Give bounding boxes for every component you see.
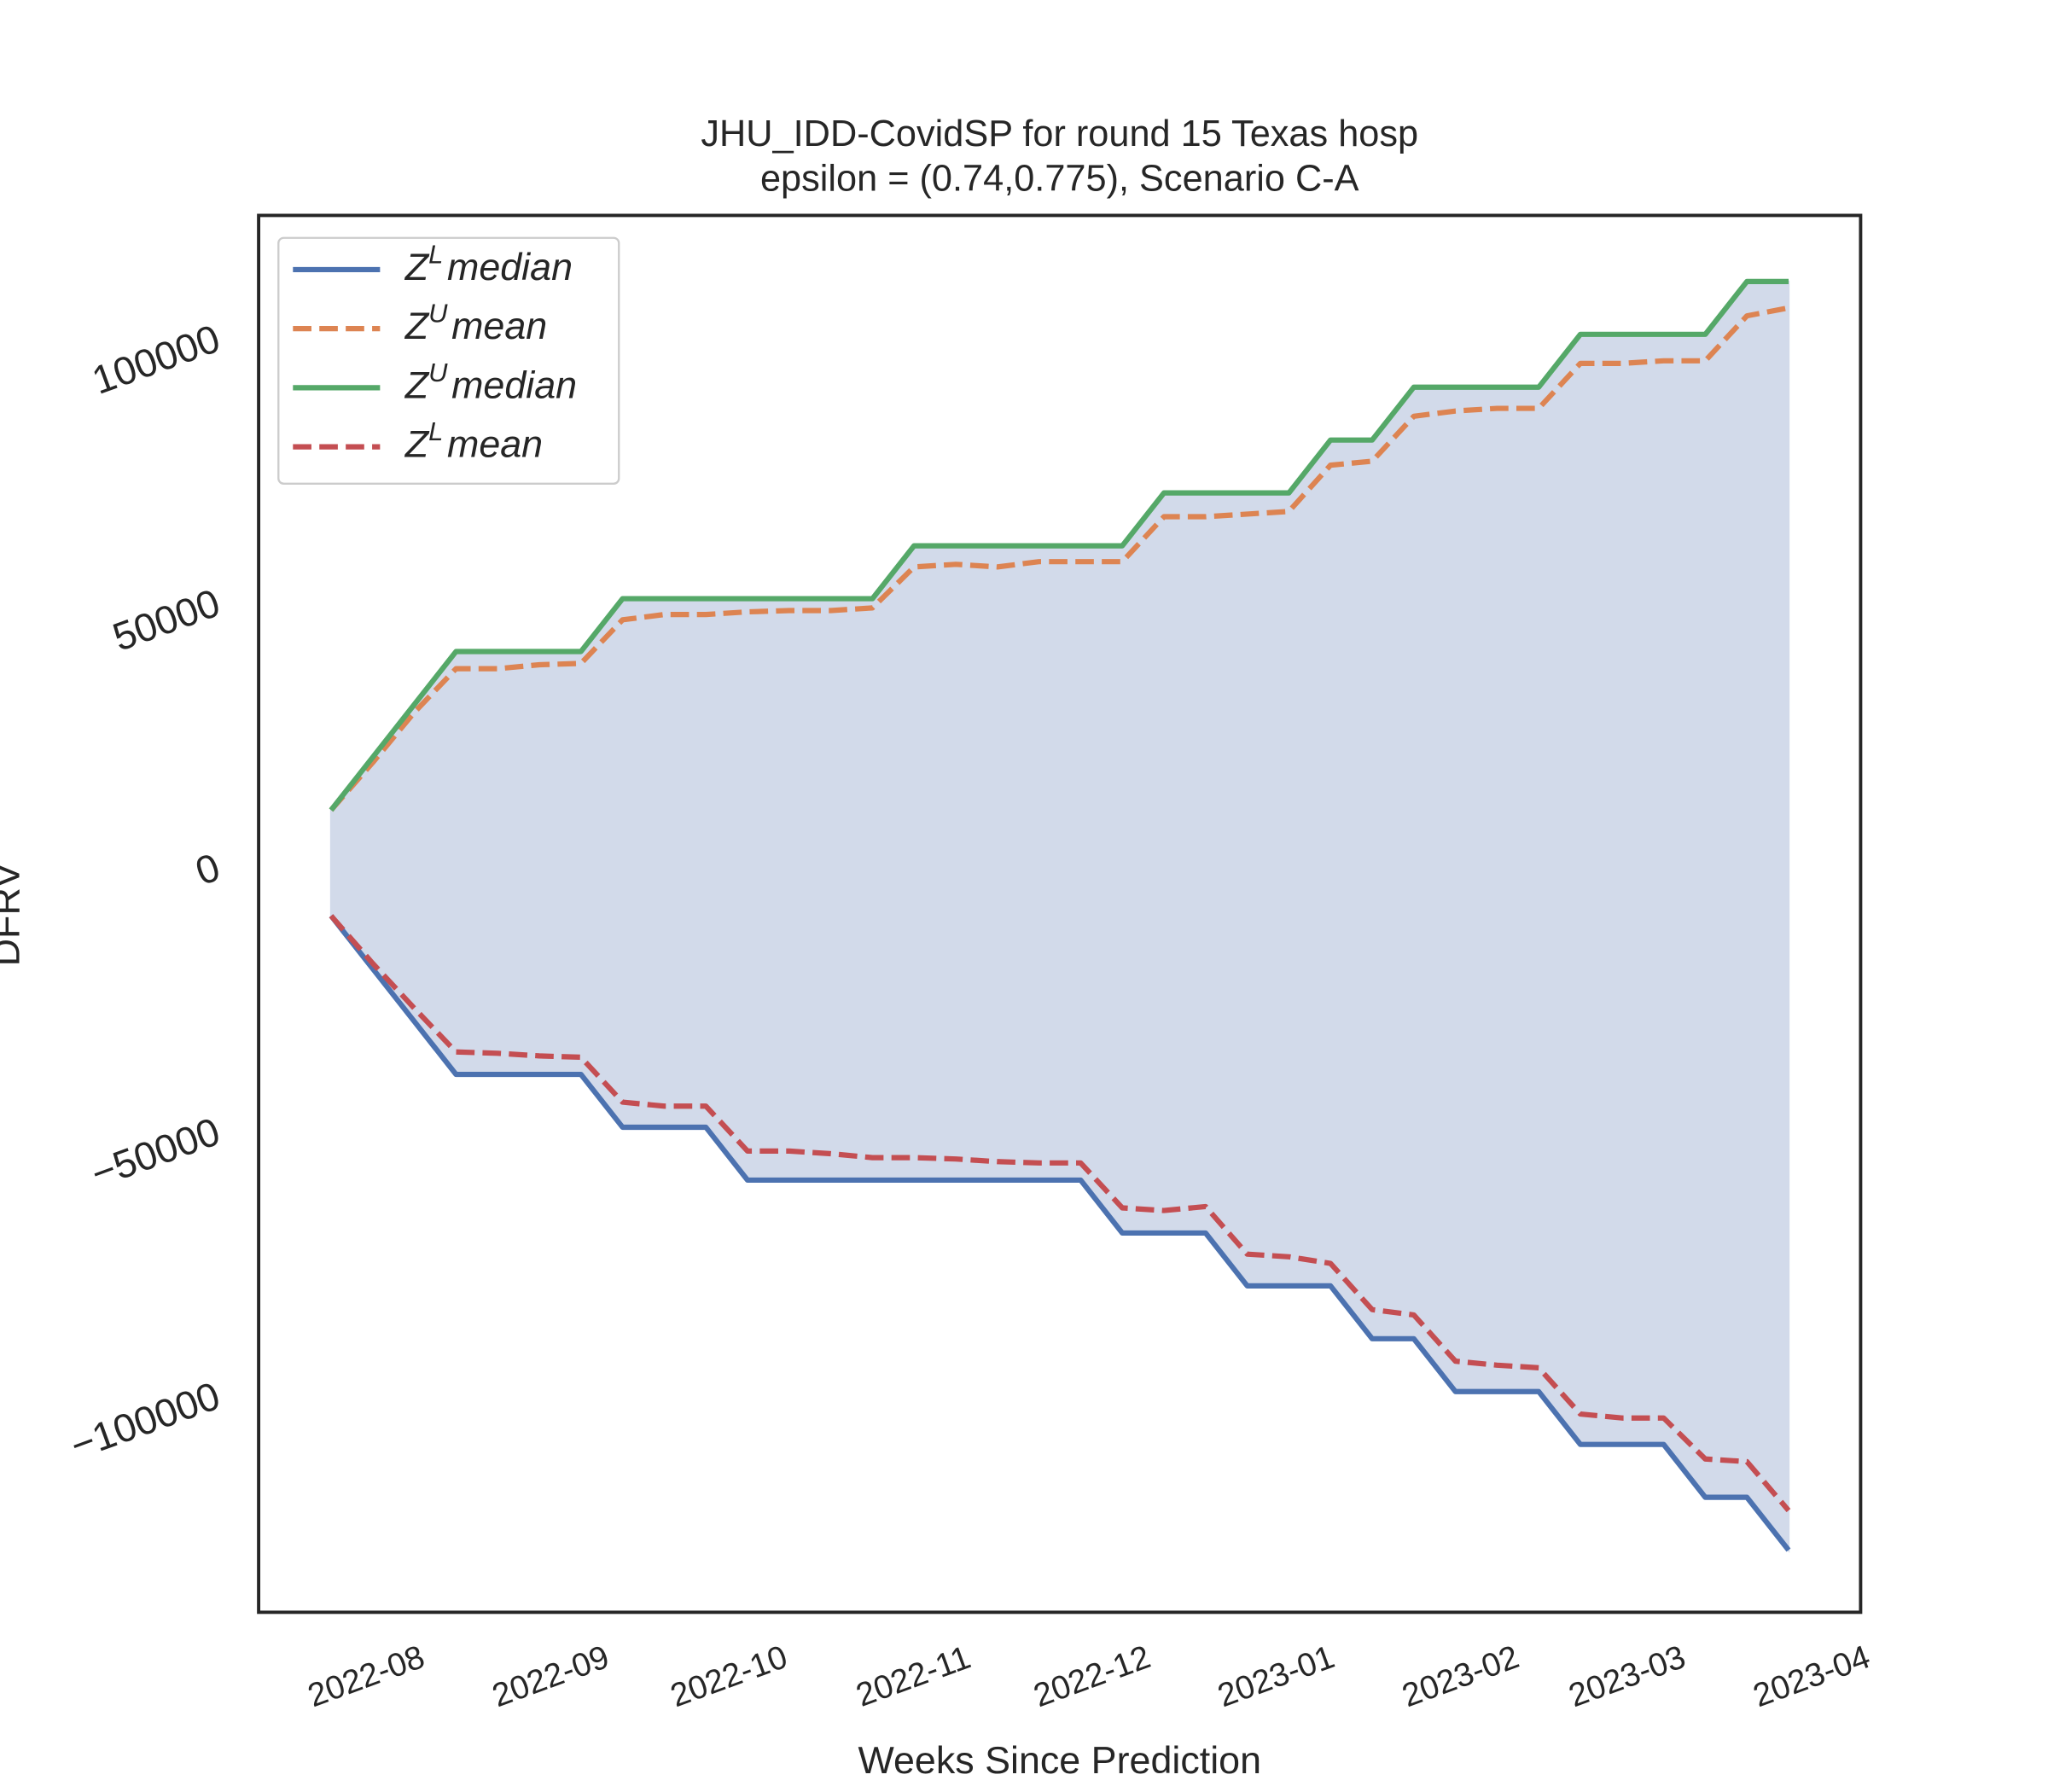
legend-label-part: Z [404,245,430,288]
series-line [329,305,1789,812]
legend-label: ZL mean [404,416,543,465]
series-line [329,278,1789,812]
series-line [329,914,1791,1513]
legend-label-part: mean [447,422,543,465]
chart-title: JHU_IDD-CovidSP for round 15 Texas hosp [701,113,1418,154]
chart-subtitle: epsilon = (0.74,0.775), Scenario C-A [760,159,1359,200]
legend-label-part: U [428,358,448,387]
series-line [329,914,1791,1552]
legend-label-part: Z [404,422,430,465]
axes-frame [257,213,1863,1615]
legend-label-part: Z [404,363,430,406]
legend-label: ZU median [404,358,577,406]
legend-label: ZL median [404,240,573,288]
legend-label-part: median [447,245,573,288]
legend-label-part: L [428,416,443,446]
plot-area [329,278,1791,1553]
legend-frame [277,236,620,485]
legend-label-part: Z [404,304,430,347]
y-axis-label: DFRV [0,863,28,966]
legend-label-part: mean [451,304,547,347]
legend-label-part: U [428,299,448,329]
legend-label-part: median [451,363,577,406]
x-axis-label: Weeks Since Prediction [858,1738,1261,1782]
legend-label-part: L [428,240,443,270]
legend-label: ZU mean [404,299,547,347]
